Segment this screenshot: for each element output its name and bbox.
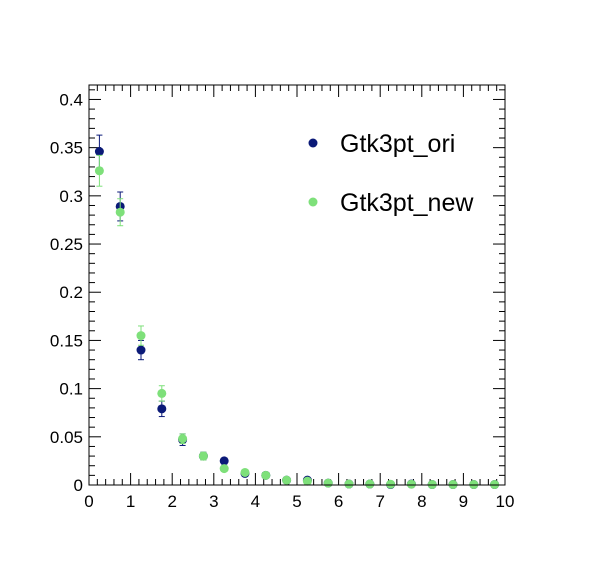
data-point xyxy=(219,456,229,466)
data-point xyxy=(323,478,333,488)
data-point xyxy=(219,464,229,474)
data-point xyxy=(282,475,292,485)
data-point xyxy=(344,479,354,489)
x-tick-label: 9 xyxy=(459,492,468,511)
y-tick-label: 0.4 xyxy=(59,90,83,109)
data-point xyxy=(198,451,208,461)
y-tick-label: 0.3 xyxy=(59,187,83,206)
x-tick-label: 2 xyxy=(167,492,176,511)
data-point xyxy=(157,404,167,414)
y-tick-label: 0.35 xyxy=(50,139,83,158)
x-tick-label: 3 xyxy=(209,492,218,511)
y-tick-label: 0.1 xyxy=(59,380,83,399)
legend: Gtk3pt_ori Gtk3pt_new xyxy=(308,130,474,217)
legend-marker xyxy=(308,197,318,207)
x-tick-label: 7 xyxy=(375,492,384,511)
data-point xyxy=(240,467,250,477)
x-tick-label: 10 xyxy=(496,492,515,511)
data-point xyxy=(386,479,396,489)
x-tick-label: 6 xyxy=(334,492,343,511)
data-point xyxy=(136,331,146,341)
data-point xyxy=(302,476,312,486)
data-point xyxy=(136,345,146,355)
legend-label: Gtk3pt_new xyxy=(340,189,474,217)
x-tick-label: 1 xyxy=(126,492,135,511)
x-tick-label: 5 xyxy=(292,492,301,511)
y-tick-label: 0 xyxy=(74,476,83,495)
y-tick-label: 0.15 xyxy=(50,331,83,350)
y-tick-label: 0.05 xyxy=(50,428,83,447)
legend-marker xyxy=(308,138,318,148)
y-tick-label: 0.2 xyxy=(59,283,83,302)
axis-ticks xyxy=(88,85,506,486)
data-point xyxy=(157,388,167,398)
x-tick-label: 8 xyxy=(417,492,426,511)
data-point xyxy=(365,479,375,489)
legend-label: Gtk3pt_ori xyxy=(340,130,455,158)
plot-frame xyxy=(88,84,506,486)
y-tick-label: 0.25 xyxy=(50,235,83,254)
data-point xyxy=(94,166,104,176)
data-point xyxy=(178,434,188,444)
data-point xyxy=(115,207,125,217)
data-point xyxy=(94,147,104,157)
data-point xyxy=(406,479,416,489)
tick-labels: 0 1 2 3 4 5 6 7 8 9 10 0 0.05 0.1 0.15 0.2 0.25 0.3 0.35 0.… xyxy=(50,90,515,511)
x-tick-label: 4 xyxy=(251,492,260,511)
data-point xyxy=(261,470,271,480)
x-tick-label: 0 xyxy=(84,492,93,511)
